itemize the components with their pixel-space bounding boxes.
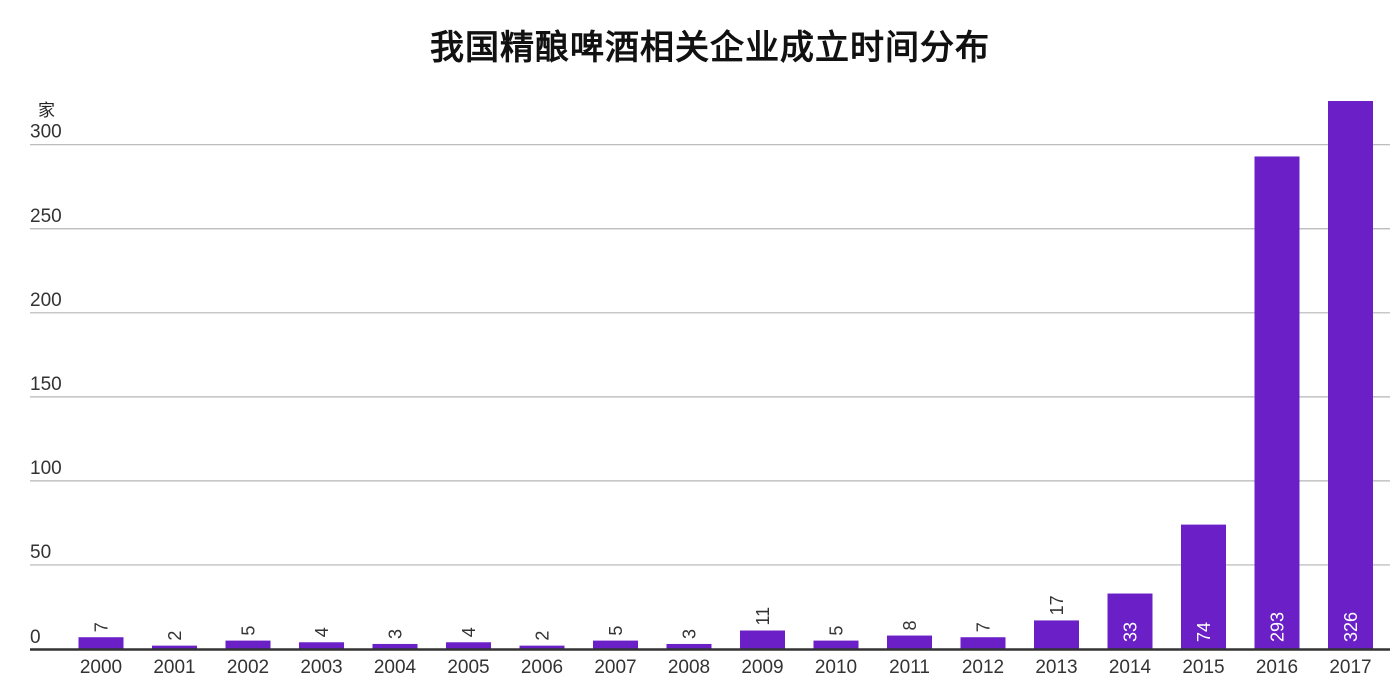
bar: [1034, 620, 1079, 649]
data-label: 3: [680, 629, 700, 639]
bar: [813, 640, 859, 649]
data-label: 7: [974, 622, 994, 632]
data-label: 293: [1268, 612, 1288, 642]
x-tick-label: 2017: [1329, 657, 1371, 678]
data-label: 5: [827, 626, 847, 636]
x-tick-label: 2003: [300, 657, 342, 678]
x-tick-label: 2010: [815, 657, 857, 678]
x-tick-label: 2005: [447, 657, 489, 678]
x-tick-label: 2004: [374, 657, 417, 678]
bar: [1181, 524, 1226, 649]
data-label: 326: [1341, 612, 1361, 642]
y-tick-label: 200: [30, 290, 62, 311]
x-tick-label: 2008: [668, 657, 710, 678]
y-tick-label: 300: [30, 122, 62, 143]
bar: [78, 637, 124, 649]
bar: [299, 642, 344, 649]
data-label: 2: [533, 631, 553, 641]
data-label: 8: [900, 621, 920, 631]
data-label: 4: [459, 627, 479, 637]
bar: [519, 645, 565, 649]
x-tick-label: 2006: [521, 657, 563, 678]
bar: [1107, 593, 1153, 649]
data-label: 5: [239, 626, 259, 636]
data-label: 17: [1047, 595, 1067, 615]
x-tick-label: 2007: [594, 657, 636, 678]
y-tick-label: 100: [30, 458, 62, 479]
chart-title: 我国精酿啤酒相关企业成立时间分布: [430, 28, 990, 68]
y-axis-unit-label: 家: [38, 101, 55, 121]
bar: [666, 643, 712, 649]
data-label: 4: [312, 627, 332, 637]
data-label: 3: [386, 629, 406, 639]
bar: [593, 640, 638, 649]
bar: [1328, 101, 1373, 649]
bar: [1254, 156, 1300, 649]
data-label: 7: [92, 622, 112, 632]
y-tick-label: 50: [30, 542, 51, 563]
data-label: 74: [1194, 622, 1214, 642]
x-tick-label: 2002: [227, 657, 269, 678]
data-label: 2: [165, 631, 185, 641]
data-label: 5: [606, 626, 626, 636]
x-tick-label: 2014: [1109, 657, 1152, 678]
bar: [372, 643, 418, 649]
y-tick-label: 0: [30, 627, 41, 648]
x-tick-label: 2001: [153, 657, 195, 678]
y-tick-label: 150: [30, 374, 62, 395]
bar: [887, 635, 932, 649]
data-label: 11: [753, 607, 773, 626]
bar: [740, 630, 785, 649]
x-tick-label: 2015: [1182, 657, 1224, 678]
x-tick-label: 2016: [1256, 657, 1298, 678]
bar: [225, 640, 271, 649]
x-tick-label: 2012: [962, 657, 1004, 678]
bar: [446, 642, 491, 649]
x-tick-label: 2009: [741, 657, 783, 678]
bar: [960, 637, 1006, 649]
x-tick-label: 2011: [889, 657, 930, 678]
bar: [152, 645, 197, 649]
data-label: 33: [1121, 622, 1141, 642]
x-tick-label: 2013: [1035, 657, 1077, 678]
y-tick-label: 250: [30, 206, 62, 227]
x-tick-label: 2000: [80, 657, 122, 678]
